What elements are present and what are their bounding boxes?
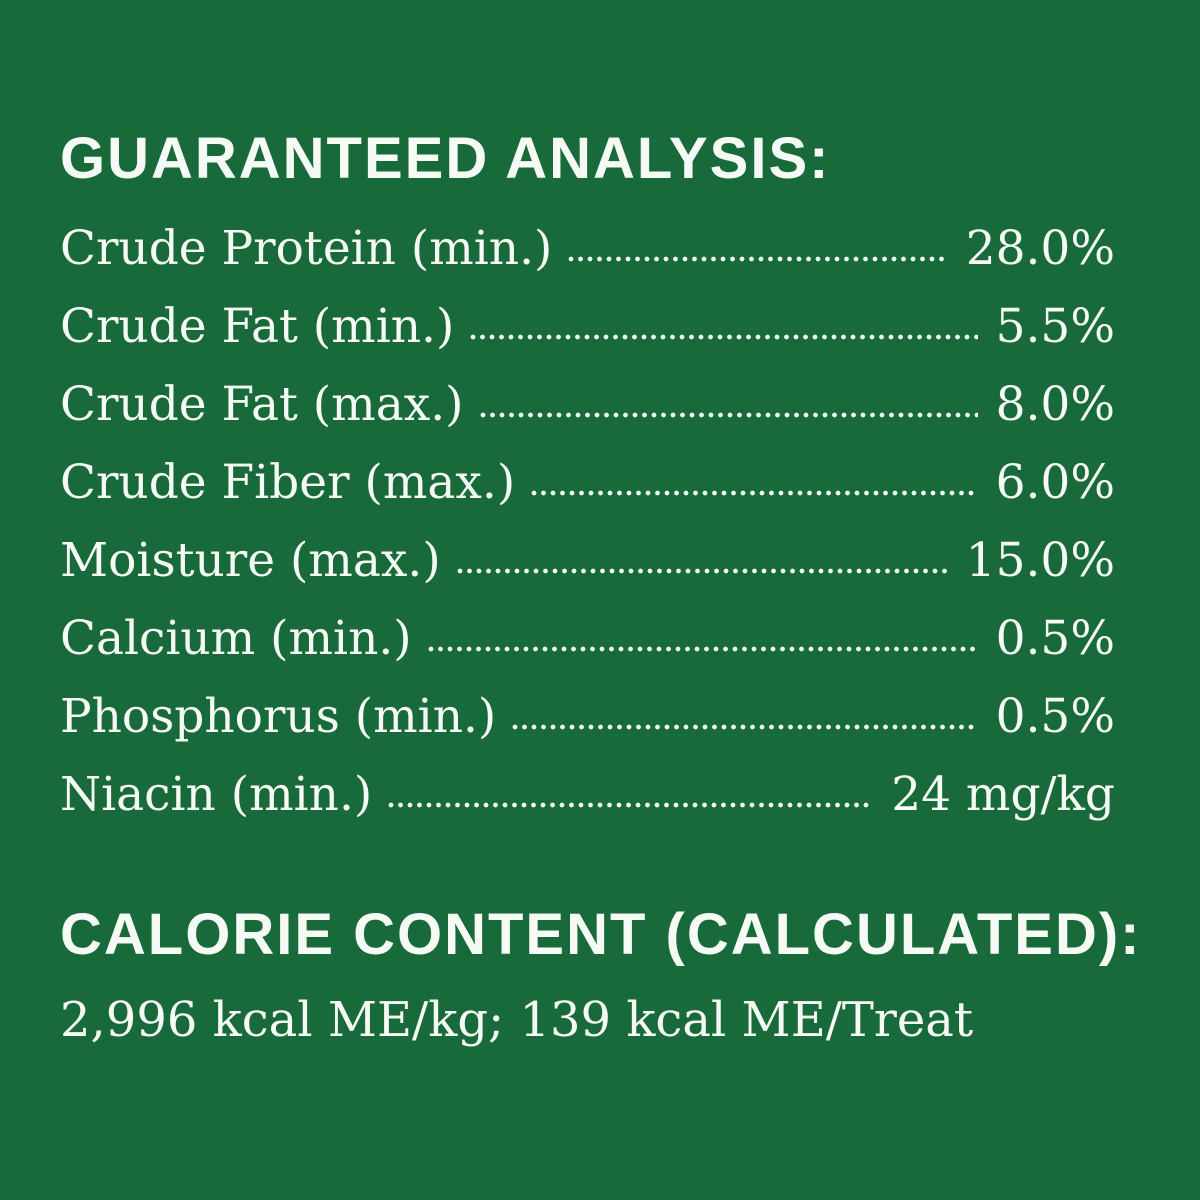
dot-leader — [512, 724, 978, 730]
nutrient-label: Calcium (min.) — [60, 611, 412, 666]
nutrient-value: 15.0% — [965, 533, 1115, 588]
analysis-row-crude-fat-min: Crude Fat (min.) 5.5% — [60, 288, 1115, 366]
dot-leader — [427, 646, 978, 652]
dot-leader — [470, 334, 978, 340]
analysis-rows: Crude Protein (min.) 28.0% Crude Fat (mi… — [60, 210, 1115, 834]
nutrient-label: Crude Fiber (max.) — [60, 455, 516, 510]
nutrient-label: Niacin (min.) — [60, 767, 373, 822]
nutrient-label: Crude Protein (min.) — [60, 221, 553, 276]
analysis-row-niacin-min: Niacin (min.) 24 mg/kg — [60, 756, 1115, 834]
dot-leader — [388, 802, 874, 808]
analysis-row-phosphorus-min: Phosphorus (min.) 0.5% — [60, 678, 1115, 756]
nutrient-value: 5.5% — [995, 299, 1115, 354]
analysis-row-moisture-max: Moisture (max.) 15.0% — [60, 522, 1115, 600]
dot-leader — [456, 568, 948, 574]
analysis-row-crude-fat-max: Crude Fat (max.) 8.0% — [60, 366, 1115, 444]
nutrient-label: Crude Fat (max.) — [60, 377, 464, 432]
dot-leader — [568, 256, 948, 262]
analysis-row-crude-fiber-max: Crude Fiber (max.) 6.0% — [60, 444, 1115, 522]
calorie-content-title: CALORIE CONTENT (CALCULATED): — [60, 902, 1142, 967]
nutrient-value: 6.0% — [995, 455, 1115, 510]
nutrient-label: Phosphorus (min.) — [60, 689, 497, 744]
analysis-row-calcium-min: Calcium (min.) 0.5% — [60, 600, 1115, 678]
guaranteed-analysis-section: GUARANTEED ANALYSIS: Crude Protein (min.… — [60, 126, 1115, 834]
calorie-content-value: 2,996 kcal ME/kg; 139 kcal ME/Treat — [60, 992, 974, 1048]
dot-leader — [479, 412, 978, 418]
nutrient-value: 28.0% — [965, 221, 1115, 276]
dot-leader — [531, 490, 978, 496]
calorie-content-section: CALORIE CONTENT (CALCULATED): 2,996 kcal… — [60, 902, 1142, 1050]
nutrient-value: 0.5% — [995, 689, 1115, 744]
nutrient-label: Crude Fat (min.) — [60, 299, 455, 354]
guaranteed-analysis-title: GUARANTEED ANALYSIS: — [60, 126, 831, 191]
nutrient-label: Moisture (max.) — [60, 533, 441, 588]
nutrient-value: 0.5% — [995, 611, 1115, 666]
analysis-row-crude-protein-min: Crude Protein (min.) 28.0% — [60, 210, 1115, 288]
nutrient-value: 8.0% — [995, 377, 1115, 432]
nutrient-value: 24 mg/kg — [891, 767, 1115, 822]
